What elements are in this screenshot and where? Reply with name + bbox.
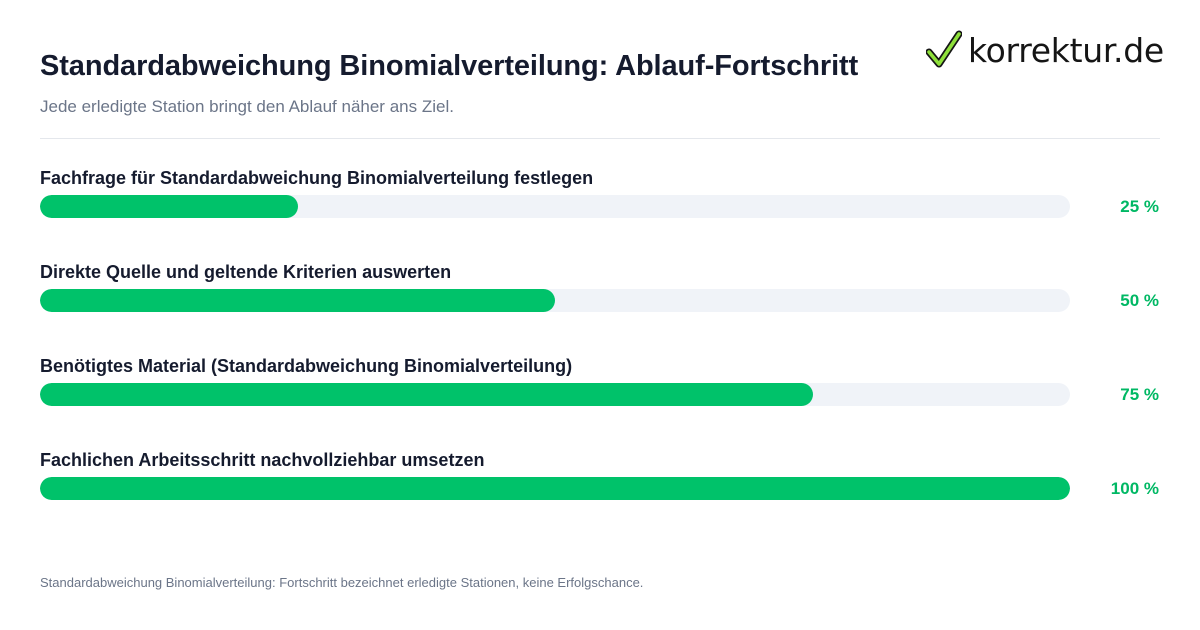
progress-percent: 75 % — [1120, 385, 1159, 404]
progress-row: Fachlichen Arbeitsschritt nachvollziehba… — [40, 450, 1160, 510]
footnote: Standardabweichung Binomialverteilung: F… — [40, 575, 644, 590]
progress-row: Fachfrage für Standardabweichung Binomia… — [40, 168, 1160, 228]
progress-track — [40, 477, 1070, 500]
progress-label: Benötigtes Material (Standardabweichung … — [40, 356, 573, 376]
progress-track — [40, 195, 1070, 218]
progress-percent: 100 % — [1110, 479, 1159, 498]
progress-row: Direkte Quelle und geltende Kriterien au… — [40, 262, 1160, 322]
progress-row: Benötigtes Material (Standardabweichung … — [40, 356, 1160, 416]
progress-label: Fachfrage für Standardabweichung Binomia… — [40, 168, 594, 188]
page-title: Standardabweichung Binomialverteilung: A… — [40, 50, 859, 82]
progress-track — [40, 383, 1070, 406]
progress-label: Direkte Quelle und geltende Kriterien au… — [40, 262, 452, 282]
progress-percent: 50 % — [1120, 291, 1159, 310]
checkmark-icon — [926, 30, 962, 68]
progress-bar-fill — [40, 383, 813, 406]
progress-bar-fill — [40, 195, 298, 218]
brand-logo[interactable]: korrektur.de — [926, 30, 1164, 70]
progress-track — [40, 289, 1070, 312]
brand-name: korrektur.de — [968, 30, 1164, 70]
progress-label: Fachlichen Arbeitsschritt nachvollziehba… — [40, 450, 485, 470]
page-subtitle: Jede erledigte Station bringt den Ablauf… — [40, 97, 454, 116]
header-divider — [40, 138, 1160, 139]
progress-bar-fill — [40, 477, 1070, 500]
progress-percent: 25 % — [1120, 197, 1159, 216]
progress-bar-fill — [40, 289, 555, 312]
